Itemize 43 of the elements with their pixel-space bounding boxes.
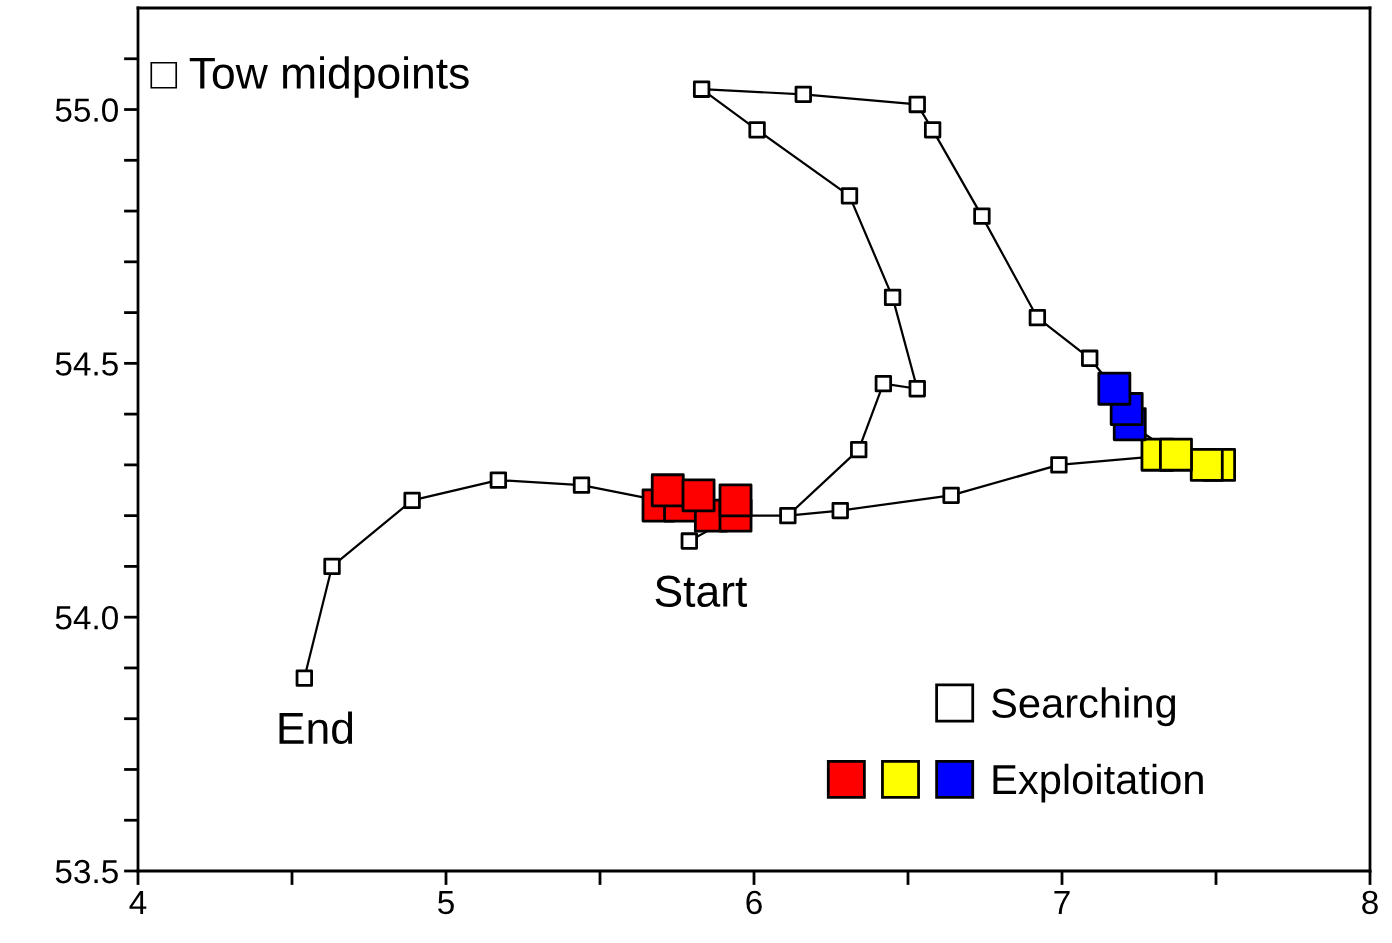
y-tick-label: 54.5 [55,352,118,376]
point [973,207,991,225]
y-tick-label: 54.0 [55,605,118,630]
point [692,80,711,98]
x-tick-label: 6 [746,890,762,915]
point [1159,437,1193,472]
point [680,532,698,550]
point [908,380,926,398]
x-tick-label: 8 [1362,890,1378,915]
point [942,486,960,505]
point [840,187,859,205]
point [874,374,893,393]
x-tick-label: 7 [1054,890,1070,914]
point [850,440,868,459]
point [831,501,849,520]
point [1097,371,1132,406]
y-tick-label: 55.0 [55,98,118,122]
legend-label: Exploitation [993,763,1203,803]
annotation: Start [655,575,748,608]
point [323,557,341,576]
point [1189,447,1224,482]
point [923,121,942,139]
point [650,473,685,508]
point [489,471,508,489]
point [883,288,902,307]
point [1028,308,1047,327]
point [572,476,591,494]
point [908,95,926,114]
x-tick-label: 4 [129,890,147,914]
point [779,506,797,525]
y-tick-label: 53.5 [55,859,118,884]
annotation: □ Tow midpoints [150,56,469,98]
point [748,121,766,139]
point [681,478,716,513]
legend-label: Searching [991,687,1176,727]
point [794,85,812,103]
point [1081,349,1099,367]
point [718,483,753,518]
point [1050,456,1068,474]
point [403,491,421,510]
point [295,669,313,687]
x-tick-label: 5 [438,890,454,915]
annotation: End [279,711,353,745]
